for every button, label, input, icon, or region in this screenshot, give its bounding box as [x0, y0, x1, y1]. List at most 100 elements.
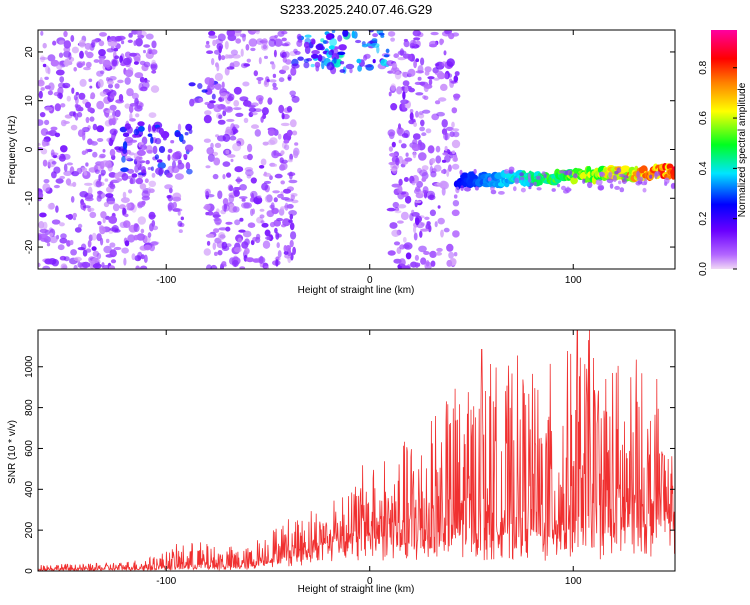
spectrogram-cell: [283, 251, 289, 255]
spectrogram-cell: [411, 209, 415, 215]
spectrogram-cell: [255, 233, 261, 240]
spectrogram-cell: [290, 231, 297, 240]
spectrogram-cell: [78, 39, 86, 48]
spectrogram-cell: [119, 221, 128, 228]
spectrogram-cell: [117, 79, 124, 84]
spectrogram-cell: [42, 265, 51, 269]
spectrogram-cell: [77, 247, 86, 251]
spectrogram-cell: [446, 243, 454, 252]
spectrogram-cell: [387, 129, 396, 137]
spectrogram-cell: [42, 159, 48, 167]
spectrogram-cell: [424, 261, 432, 269]
spectrogram-cell: [398, 139, 402, 144]
spectrogram-cell: [121, 207, 126, 216]
spectrogram-cell: [439, 38, 445, 45]
spectrogram-cell: [221, 81, 225, 89]
spectrogram-cell: [664, 177, 670, 184]
spectrogram-cell: [109, 40, 118, 47]
spectrogram-cell: [405, 252, 412, 260]
spectrogram-cell: [98, 57, 105, 64]
spectrogram-cell: [133, 234, 139, 241]
spectrogram-cell: [363, 53, 371, 59]
spectrogram-cell: [635, 181, 642, 186]
spectrogram-cell: [106, 80, 114, 85]
spectrogram-cell: [67, 213, 74, 220]
spectrogram-cell: [93, 59, 100, 63]
spectrogram-cell: [278, 77, 285, 83]
spectrogram-cell: [259, 208, 265, 212]
spectrogram-cell: [303, 41, 310, 49]
spectrogram-cell: [107, 163, 113, 172]
spectrogram-cell: [216, 43, 224, 51]
spectrogram-cell: [92, 263, 102, 269]
spectrogram-cell: [84, 182, 93, 186]
spectrogram-cell: [108, 215, 118, 224]
spectrogram-cell: [400, 99, 409, 104]
spectrogram-cell: [129, 103, 138, 107]
spectrogram-cell: [418, 245, 427, 253]
spectrogram-cell: [49, 232, 54, 238]
spectrogram-cell: [241, 198, 246, 202]
spectrogram-cell: [226, 172, 232, 178]
spectrogram-cell: [87, 207, 92, 213]
spectrogram-cell: [222, 133, 231, 142]
colorbar-tick-label: 0.2: [698, 211, 709, 225]
spectrogram-cell: [122, 132, 130, 137]
spectrogram-cell: [418, 152, 427, 161]
spectrogram-cell: [340, 61, 345, 65]
spectrogram-cell: [281, 159, 288, 164]
spectrogram-cell: [536, 187, 542, 191]
spectrogram-cell: [98, 49, 106, 56]
spectrogram-cell: [284, 144, 290, 151]
spectrogram-cell: [245, 169, 254, 177]
spectrogram-cell: [60, 263, 68, 269]
spectrogram-cell: [672, 166, 675, 171]
spectrogram-cell: [213, 49, 222, 55]
spectrogram-frame: [37, 29, 676, 270]
spectrogram-cell: [73, 67, 77, 72]
spectrogram-cell: [137, 255, 142, 261]
spectrogram-cell: [59, 76, 65, 83]
spectrogram-cell: [83, 171, 88, 176]
spectrogram-cell: [89, 85, 93, 89]
spectrogram-cell: [274, 38, 283, 47]
spectrogram-cell: [127, 168, 135, 174]
spectrogram-cell: [275, 259, 279, 267]
spectrogram-cell: [559, 170, 566, 174]
spectrogram-cell: [188, 128, 193, 134]
spectrogram-cell: [311, 50, 320, 55]
spectrogram-cell: [556, 183, 561, 188]
spectrogram-cell: [430, 157, 436, 164]
spectrogram-cell: [444, 73, 449, 80]
spectrogram-cell: [173, 208, 183, 212]
spectrogram-cell: [390, 103, 398, 111]
spectrogram-cell: [383, 54, 390, 58]
spectrogram-cell: [417, 167, 422, 174]
spectrogram-cell: [116, 178, 123, 182]
spectrogram-cell: [452, 156, 459, 162]
spectrogram-cell: [85, 61, 92, 68]
spectrogram-cell: [44, 119, 50, 126]
spectrogram-cell: [164, 184, 173, 190]
spectrogram-cell: [473, 168, 477, 175]
spectrogram-cell: [52, 40, 57, 46]
spectrogram-cell: [430, 260, 436, 267]
spectrogram-cell: [38, 90, 43, 99]
spectrogram-cell: [551, 188, 556, 192]
spectrogram-cell: [88, 140, 95, 144]
spectrogram-cell: [258, 57, 262, 65]
spectrogram-cell: [218, 227, 228, 231]
spectrogram-cell: [100, 173, 105, 177]
spectrogram-cell: [207, 82, 215, 91]
spectrogram-cell: [212, 214, 221, 218]
spectrogram-cell: [408, 87, 416, 93]
spectrogram-cell: [49, 235, 58, 244]
spectrogram-cell: [98, 174, 102, 182]
y-tick-label: 600: [24, 440, 35, 457]
spectrogram-cell: [421, 165, 429, 171]
spectrogram-cell: [229, 185, 234, 192]
spectrogram-cell: [63, 170, 72, 176]
spectrogram-cell: [533, 181, 537, 186]
spectrogram-cell: [109, 148, 116, 157]
spectrogram-cell: [121, 247, 129, 254]
